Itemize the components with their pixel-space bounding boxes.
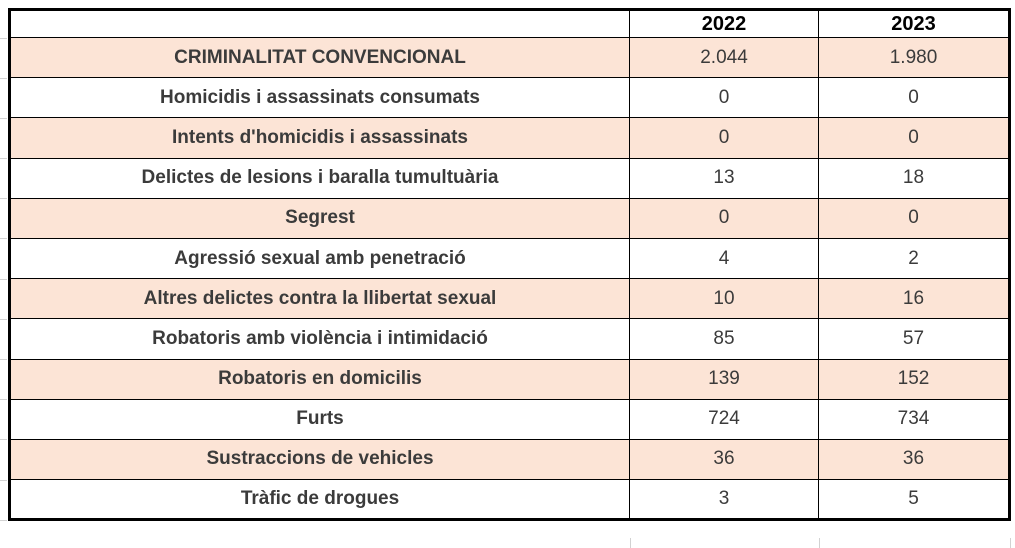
gridline-stub <box>0 238 7 239</box>
table-body: CRIMINALITAT CONVENCIONAL 2.044 1.980 Homic… <box>9 36 1010 521</box>
row-label-cell: Robatoris en domicilis <box>9 358 630 400</box>
table-row: Delictes de lesions i baralla tumultuàri… <box>9 157 1010 199</box>
table-row: Homicidis i assassinats consumats 0 0 <box>9 77 1010 119</box>
value-cell-2022: 0 <box>629 117 819 159</box>
header-row: 2022 2023 <box>9 9 1010 38</box>
value-cell-2023: 5 <box>818 479 1010 521</box>
gridline-stub <box>0 279 7 280</box>
value-cell-2022: 2.044 <box>629 36 819 79</box>
row-label-cell: Agressió sexual amb penetració <box>9 237 630 280</box>
table-row: Segrest 0 0 <box>9 197 1010 239</box>
value-cell-2023: 0 <box>818 117 1010 159</box>
gridline-stub <box>0 439 7 440</box>
gridline-stub <box>0 319 7 320</box>
value-cell-2022: 724 <box>629 398 819 440</box>
value-cell-2022: 10 <box>629 278 819 320</box>
value-cell-2023: 2 <box>818 237 1010 280</box>
value-cell-2023: 152 <box>818 358 1010 400</box>
value-cell-2022: 0 <box>629 197 819 239</box>
gridline-stub <box>0 359 7 360</box>
value-cell-2022: 13 <box>629 157 819 199</box>
header-cell-2023: 2023 <box>818 9 1010 38</box>
row-label-cell: Intents d'homicidis i assassinats <box>9 117 630 159</box>
gridline-stub <box>0 118 7 119</box>
table-row: Agressió sexual amb penetració 4 2 <box>9 237 1010 280</box>
row-label-cell: Furts <box>9 398 630 440</box>
gridline-stub <box>0 158 7 159</box>
value-cell-2023: 1.980 <box>818 36 1010 79</box>
row-label-cell: Altres delictes contra la llibertat sexu… <box>9 278 630 320</box>
value-cell-2022: 0 <box>629 77 819 119</box>
table-row: Tràfic de drogues 3 5 <box>9 479 1010 521</box>
gridline-stub <box>0 480 7 481</box>
value-cell-2023: 57 <box>818 318 1010 360</box>
value-cell-2022: 3 <box>629 479 819 521</box>
row-label-cell: Segrest <box>9 197 630 239</box>
row-label-cell: Delictes de lesions i baralla tumultuàri… <box>9 157 630 199</box>
gridline-stub <box>0 198 7 199</box>
value-cell-2022: 4 <box>629 237 819 280</box>
table-row: Robatoris amb violència i intimidació 85 5… <box>9 318 1010 360</box>
value-cell-2023: 0 <box>818 77 1010 119</box>
gridline-stub <box>0 520 7 521</box>
header-cell-category <box>9 9 630 38</box>
table-row: Sustraccions de vehicles 36 36 <box>9 438 1010 481</box>
value-cell-2022: 36 <box>629 438 819 481</box>
table-row: CRIMINALITAT CONVENCIONAL 2.044 1.980 <box>9 36 1010 79</box>
row-label-cell: Tràfic de drogues <box>9 479 630 521</box>
value-cell-2022: 85 <box>629 318 819 360</box>
table-row: Furts 724 734 <box>9 398 1010 440</box>
value-cell-2023: 0 <box>818 197 1010 239</box>
table-row: Robatoris en domicilis 139 152 <box>9 358 1010 400</box>
row-label-cell: Homicidis i assassinats consumats <box>9 77 630 119</box>
crime-stats-table: 2022 2023 CRIMINALITAT CONVENCIONAL 2.044… <box>8 8 1011 522</box>
value-cell-2023: 18 <box>818 157 1010 199</box>
value-cell-2022: 139 <box>629 358 819 400</box>
gridline-stub <box>630 538 631 548</box>
gridline-stub <box>1010 538 1011 548</box>
value-cell-2023: 16 <box>818 278 1010 320</box>
table-row: Intents d'homicidis i assassinats 0 0 <box>9 117 1010 159</box>
row-label-cell: CRIMINALITAT CONVENCIONAL <box>9 36 630 79</box>
gridline-stub <box>0 78 7 79</box>
header-cell-2022: 2022 <box>629 9 819 38</box>
value-cell-2023: 36 <box>818 438 1010 481</box>
gridline-stub <box>0 399 7 400</box>
gridline-stub <box>819 538 820 548</box>
table-row: Altres delictes contra la llibertat sexu… <box>9 278 1010 320</box>
value-cell-2023: 734 <box>818 398 1010 440</box>
row-label-cell: Sustraccions de vehicles <box>9 438 630 481</box>
row-label-cell: Robatoris amb violència i intimidació <box>9 318 630 360</box>
gridline-stub <box>0 38 7 39</box>
